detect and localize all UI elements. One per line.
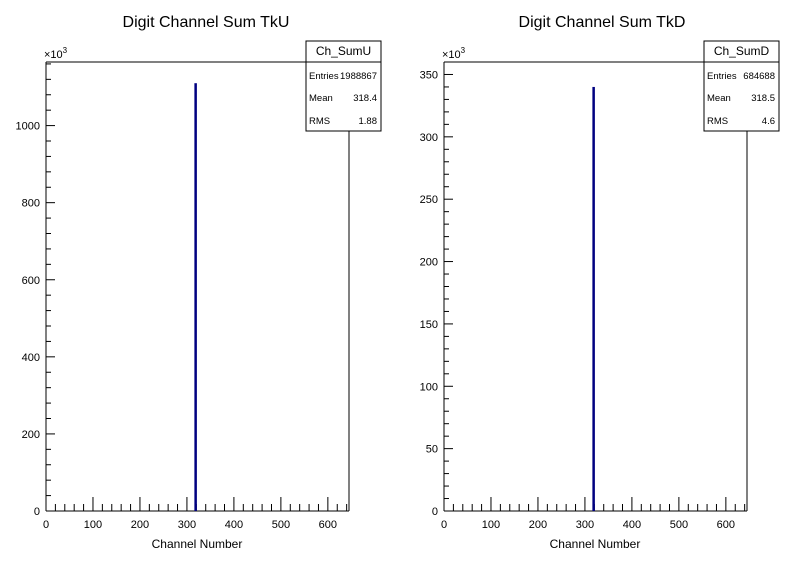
x-tick-label: 600 bbox=[717, 519, 735, 531]
y-tick-label: 300 bbox=[420, 132, 438, 144]
y-exponent-label: ×103 bbox=[442, 46, 466, 61]
y-tick-label: 400 bbox=[22, 352, 40, 364]
y-tick-label: 0 bbox=[34, 506, 40, 518]
stats-box-frame bbox=[703, 40, 780, 132]
x-tick-label: 400 bbox=[225, 519, 243, 531]
stats-box[interactable]: Ch_SumD Entries 684688 Mean 318.5 RMS 4.… bbox=[703, 40, 780, 132]
stats-label-entries: Entries bbox=[707, 71, 737, 82]
stats-value-mean: 318.5 bbox=[751, 93, 775, 104]
x-tick-label: 300 bbox=[178, 519, 196, 531]
x-axis-title: Channel Number bbox=[550, 537, 641, 551]
stats-label-mean: Mean bbox=[707, 93, 731, 104]
stats-label-mean: Mean bbox=[309, 93, 333, 104]
histogram-bars bbox=[194, 83, 197, 512]
x-tick-label: 100 bbox=[84, 519, 102, 531]
stats-box-name: Ch_SumU bbox=[316, 44, 371, 58]
stats-box-name: Ch_SumD bbox=[714, 44, 770, 58]
stats-label-rms: RMS bbox=[309, 116, 330, 127]
y-tick-label: 0 bbox=[432, 506, 438, 518]
x-tick-label: 200 bbox=[529, 519, 547, 531]
x-axis-title: Channel Number bbox=[152, 537, 243, 551]
y-tick-label: 600 bbox=[22, 275, 40, 287]
y-tick-label: 350 bbox=[420, 69, 438, 81]
stats-value-entries: 1988867 bbox=[340, 71, 377, 82]
y-tick-label: 150 bbox=[420, 319, 438, 331]
chart-title: Digit Channel Sum TkD bbox=[519, 14, 686, 31]
x-tick-label: 500 bbox=[272, 519, 290, 531]
x-tick-label: 500 bbox=[670, 519, 688, 531]
y-tick-label: 250 bbox=[420, 194, 438, 206]
x-tick-label: 400 bbox=[623, 519, 641, 531]
x-tick-label: 600 bbox=[319, 519, 337, 531]
stats-box[interactable]: Ch_SumU Entries 1988867 Mean 318.4 RMS 1… bbox=[305, 40, 382, 132]
histogram-panel-tkd: Digit Channel Sum TkD ×103 Channel Numbe… bbox=[420, 14, 780, 551]
x-tick-label: 200 bbox=[131, 519, 149, 531]
stats-value-entries: 684688 bbox=[743, 71, 775, 82]
stats-value-mean: 318.4 bbox=[353, 93, 377, 104]
y-tick-label: 200 bbox=[22, 429, 40, 441]
histogram-bin bbox=[592, 86, 595, 511]
chart-title: Digit Channel Sum TkU bbox=[123, 14, 290, 31]
x-tick-label: 0 bbox=[43, 519, 49, 531]
stats-value-rms: 1.88 bbox=[359, 116, 378, 127]
y-tick-label: 200 bbox=[420, 257, 438, 269]
plot-axes: 0 100 200 300 400 500 600 0 200 400 600 800 1000 bbox=[16, 61, 350, 531]
histogram-bin bbox=[194, 83, 197, 512]
histogram-panel-tku: Digit Channel Sum TkU ×103 Channel Numbe… bbox=[16, 14, 382, 551]
histogram-bars bbox=[592, 86, 595, 511]
y-tick-label: 100 bbox=[420, 381, 438, 393]
plot-axes: 0 100 200 300 400 500 600 0 50 100 150 200 250 300 350 bbox=[420, 61, 748, 531]
stats-label-entries: Entries bbox=[309, 71, 339, 82]
y-tick-label: 800 bbox=[22, 198, 40, 210]
x-tick-label: 300 bbox=[576, 519, 594, 531]
y-tick-label: 50 bbox=[426, 444, 438, 456]
stats-value-rms: 4.6 bbox=[762, 116, 775, 127]
y-exponent-label: ×103 bbox=[44, 46, 68, 61]
x-tick-label: 0 bbox=[441, 519, 447, 531]
x-tick-label: 100 bbox=[482, 519, 500, 531]
stats-label-rms: RMS bbox=[707, 116, 728, 127]
y-tick-label: 1000 bbox=[16, 121, 40, 133]
stats-box-frame bbox=[305, 40, 382, 132]
